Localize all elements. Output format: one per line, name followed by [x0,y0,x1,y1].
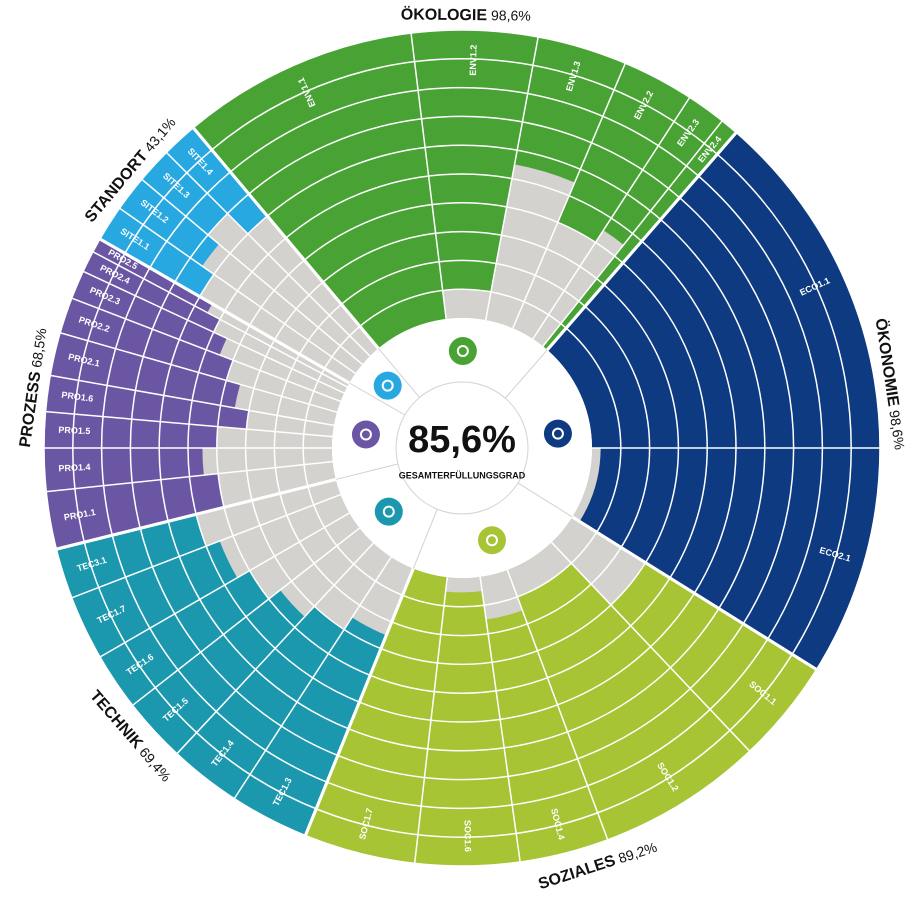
separator [45,460,333,493]
separator [118,207,356,375]
category-score: 68,5% [28,327,49,369]
category-icon-glyph [456,345,469,358]
criterion-label: PRO1.6 [61,390,94,404]
separator [484,35,540,321]
category-icon [477,526,506,555]
criterion-bar [132,590,305,754]
category-icon [374,497,403,526]
separator [55,477,337,551]
total-score: 85,6% [408,419,516,461]
criterion-bar [547,132,880,448]
hub-separator [504,349,548,399]
category-score: 69,4% [136,744,174,784]
criterion-bar [100,208,214,297]
criterion-bar [83,251,221,333]
category-icon-glyph [551,427,564,440]
hub-separator [412,509,438,569]
separator [413,577,449,865]
separator [542,119,724,347]
separator [91,250,348,388]
separator [506,569,609,841]
separator [49,374,335,427]
separator [175,542,374,755]
separator [191,126,380,350]
category-score: 98,6% [887,409,909,451]
category-icon [351,420,380,449]
criterion-bar [411,29,539,292]
separator [70,297,341,403]
criterion-bar [610,562,817,752]
category-icon-glyph [359,428,372,441]
criterion-bar [71,541,238,657]
criterion-label: PRO1.4 [58,462,90,474]
category-icon [373,371,402,400]
criterion-label: SOC1.6 [462,820,472,852]
criterion-bar [557,63,690,243]
separator [165,151,371,357]
category-name: ÖKOLOGIE [401,5,488,25]
criterion-bar [579,448,880,670]
separator [140,178,363,366]
separator [98,237,351,385]
separator [44,410,333,438]
criterion-bar [44,448,204,492]
separator [532,96,691,340]
category-score: 98,6% [491,7,531,23]
criterion-bar [305,568,448,864]
criterion-bar [514,36,626,183]
separator [81,270,345,394]
criterion-bar [71,271,227,355]
separator [70,493,341,599]
category-label: ÖKOLOGIE 98,6% [401,5,531,25]
criterion-bar [166,127,268,234]
criterion-bar [100,570,269,706]
category-icon-glyph [382,505,395,518]
separator [546,130,739,351]
criterion-bar [60,298,234,381]
criterion-label: PRO1.5 [58,425,90,436]
category-icon [448,337,477,366]
hub-separator [378,348,420,398]
criterion-bar [56,514,207,598]
criterion-bar [50,332,241,408]
total-caption: GESAMTERFÜLLUNGSGRAD [399,470,526,480]
category-icon-glyph [381,379,394,392]
criterion-bar [119,179,220,267]
separator [550,541,751,753]
separator [410,32,447,320]
separator [512,62,627,329]
criterion-bar [141,152,228,235]
separator [59,331,338,413]
criterion-bar [193,33,447,349]
criterion-bar [542,120,737,350]
separator [233,556,392,800]
category-icon-glyph [485,534,498,547]
category-name: SOZIALES [536,852,618,893]
category-icon [543,419,572,448]
criterion-label: ENV1.2 [468,45,479,76]
hub-separator [335,463,399,480]
criterion-bar [414,590,521,866]
category-name: PROZESS [17,370,45,448]
separator [98,512,350,659]
category-score: 89,2% [616,839,659,866]
hub-separator [349,382,406,416]
criterion-bar [234,617,387,836]
separator [303,567,415,838]
hub-separator [517,482,573,518]
hub-inner [395,381,529,515]
separator [131,527,361,707]
separator [479,576,522,864]
criterion-bar [46,473,225,550]
separator [571,515,819,672]
criterion-bar [176,606,345,799]
criterion-bar [486,610,608,862]
